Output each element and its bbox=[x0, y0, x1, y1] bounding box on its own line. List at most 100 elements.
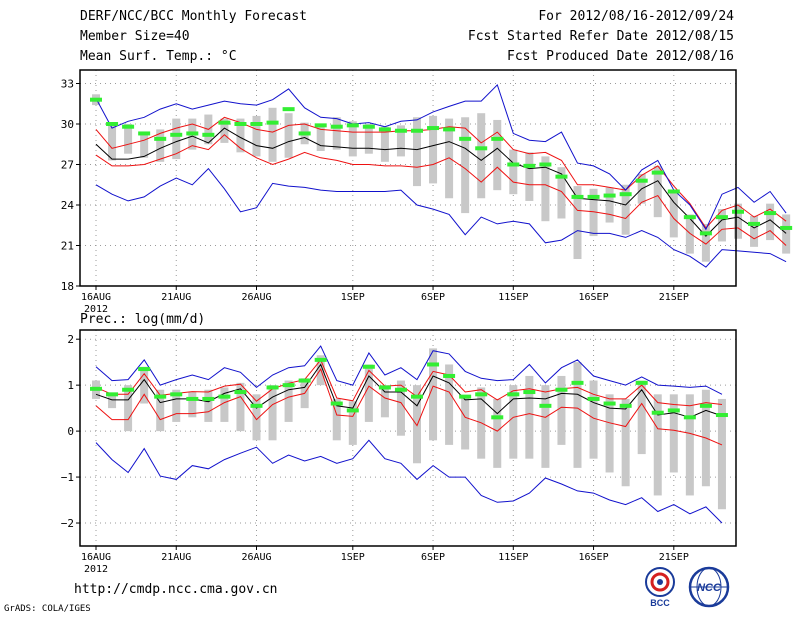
prec-spread-bar bbox=[140, 366, 149, 404]
temp-line-mean bbox=[95, 127, 787, 237]
prec-ytick-label: 1 bbox=[67, 379, 74, 392]
prec-line-mean-sd bbox=[95, 358, 723, 407]
forecast-period: For 2012/08/16-2012/09/24 bbox=[538, 9, 734, 24]
prec-xtick-label: 26AUG bbox=[241, 552, 271, 563]
temp-ytick-label: 21 bbox=[61, 240, 74, 253]
temp-spread-bar bbox=[252, 115, 261, 157]
temp-spread-bar bbox=[429, 115, 438, 184]
temp-median-marker bbox=[234, 122, 247, 126]
temp-spread-bar bbox=[750, 215, 759, 247]
prec-xtick-label: 21SEP bbox=[659, 552, 689, 563]
prec-median-marker bbox=[298, 378, 311, 383]
prec-xtick-label: 1SEP bbox=[341, 552, 365, 563]
temp-spread-bar bbox=[653, 165, 662, 218]
temp-year-label: 2012 bbox=[84, 304, 108, 315]
prec-spread-bar bbox=[364, 364, 373, 422]
prec-spread-bar bbox=[461, 396, 470, 450]
prec-line-min bbox=[95, 439, 723, 524]
prec-spread-bar bbox=[252, 394, 261, 441]
temp-spread-bar bbox=[525, 152, 534, 201]
temp-spread-bar bbox=[734, 203, 742, 239]
temp-median-marker bbox=[394, 128, 407, 133]
prec-median-marker bbox=[587, 396, 600, 401]
temp-spread-bar bbox=[140, 132, 149, 158]
prec-ytick-label: 0 bbox=[67, 425, 74, 438]
temp-median-marker bbox=[411, 128, 423, 133]
prec-median-marker bbox=[555, 387, 568, 392]
temp-spread-bar bbox=[445, 118, 454, 199]
temp-xtick-label: 26AUG bbox=[241, 292, 271, 303]
prec-spread-bar bbox=[380, 385, 389, 418]
prec-spread-bar bbox=[573, 362, 582, 468]
prec-spread-bar bbox=[717, 398, 726, 510]
prec-line-mean bbox=[95, 363, 723, 418]
temp-median-marker bbox=[555, 174, 568, 179]
temp-spread-bar bbox=[621, 184, 630, 235]
temp-median-marker bbox=[362, 124, 375, 129]
temp-median-marker bbox=[138, 131, 151, 136]
prec-median-marker bbox=[411, 394, 423, 399]
chart-title: DERF/NCC/BCC Monthly Forecast bbox=[80, 9, 307, 24]
temp-median-marker bbox=[732, 209, 744, 214]
temp-spread-bar bbox=[316, 124, 325, 151]
temp-spread-bar bbox=[332, 117, 341, 150]
temp-median-marker bbox=[587, 194, 600, 199]
prec-spread-bar bbox=[156, 389, 165, 432]
temp-median-marker bbox=[90, 97, 102, 102]
temp-median-marker bbox=[314, 123, 327, 128]
prec-median-marker bbox=[234, 390, 247, 395]
temp-median-marker bbox=[683, 215, 696, 220]
prec-median-marker bbox=[699, 403, 712, 408]
temp-median-marker bbox=[748, 221, 761, 226]
prec-median-marker bbox=[683, 415, 696, 420]
prec-spread-bar bbox=[413, 385, 421, 464]
temp-median-marker bbox=[507, 162, 520, 167]
temp-spread-bar bbox=[220, 118, 229, 143]
prec-median-marker bbox=[539, 403, 552, 408]
prec-spread-bar bbox=[525, 375, 534, 459]
temp-line-mean-sd bbox=[95, 134, 787, 246]
prec-spread-bar bbox=[669, 394, 678, 473]
prec-median-marker bbox=[651, 410, 664, 415]
temp-xtick-label: 21AUG bbox=[161, 292, 191, 303]
prec-median-marker bbox=[330, 401, 343, 406]
prec-median-marker bbox=[154, 394, 167, 399]
forecast-started-date: Fcst Started Refer Date 2012/08/15 bbox=[467, 29, 734, 44]
prec-median-marker bbox=[362, 364, 375, 369]
temp-median-marker bbox=[491, 136, 504, 141]
prec-median-marker bbox=[266, 385, 279, 390]
website-url[interactable]: http://cmdp.ncc.cma.gov.cn bbox=[74, 582, 278, 597]
temp-xtick-label: 21SEP bbox=[659, 292, 689, 303]
temp-spread-bar bbox=[364, 124, 373, 154]
prec-spread-bar bbox=[124, 385, 133, 432]
prec-ytick-label: −2 bbox=[61, 517, 74, 530]
temp-spread-bar bbox=[348, 121, 357, 157]
prec-median-marker bbox=[491, 415, 504, 420]
temp-panel: 18 21 24 27 30 33 16AUG 21AUG 26AUG 1SEP 6SEP 11SEP… bbox=[61, 69, 793, 315]
temp-spread-bar bbox=[156, 129, 165, 162]
temp-spread-bar bbox=[509, 149, 518, 195]
temp-median-marker bbox=[122, 124, 135, 129]
bcc-logo: BCC bbox=[645, 567, 675, 608]
temp-spread-bar bbox=[701, 223, 710, 262]
prec-xtick-label: 11SEP bbox=[498, 552, 528, 563]
temp-line-min bbox=[95, 167, 787, 268]
prec-median-marker bbox=[186, 396, 199, 401]
temp-xtick-label: 16AUG bbox=[81, 292, 111, 303]
temp-spread-bar bbox=[284, 113, 293, 158]
prec-median-marker bbox=[459, 394, 472, 399]
prec-spread-bar bbox=[685, 394, 694, 496]
prec-spread-bar bbox=[108, 394, 117, 409]
prec-spread-bar bbox=[396, 380, 405, 436]
prec-ytick-label: −1 bbox=[61, 471, 74, 484]
temp-spread-bar bbox=[477, 113, 486, 199]
temp-spread-bar bbox=[461, 117, 470, 214]
temp-spread-bar bbox=[268, 107, 277, 162]
temp-spread-bar bbox=[717, 209, 726, 242]
bcc-logo-text: BCC bbox=[650, 598, 670, 608]
prec-median-marker bbox=[202, 396, 215, 401]
temp-median-marker bbox=[427, 126, 440, 131]
prec-median-marker bbox=[667, 408, 680, 413]
temp-median-marker bbox=[699, 231, 712, 236]
header-left: DERF/NCC/BCC Monthly Forecast Member Siz… bbox=[80, 9, 307, 69]
